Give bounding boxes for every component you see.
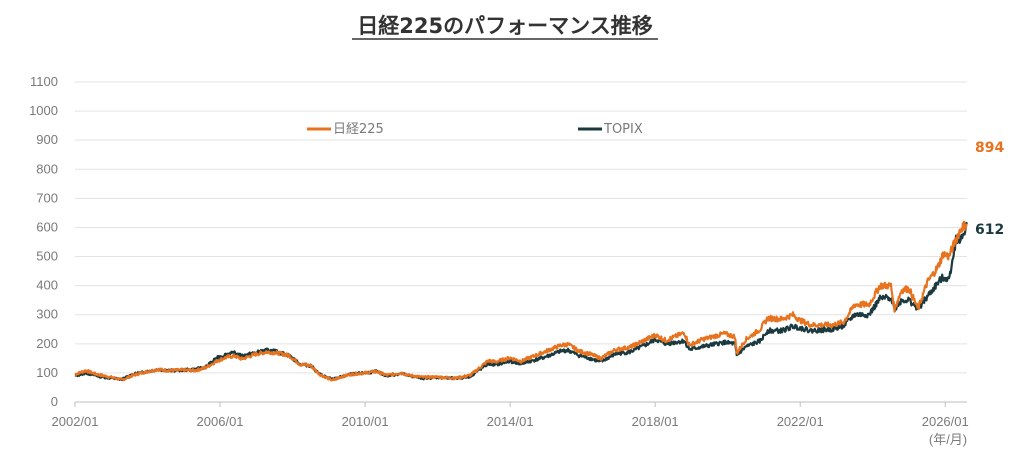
chart-title: 日経225のパフォーマンス推移 [357, 14, 652, 38]
y-axis-ticks: 0 100 200 300 400 500 600 700 800 900 1000 1100 [29, 74, 58, 409]
x-tick-label: 2014/01 [487, 414, 534, 429]
y-tick-label: 1100 [30, 74, 58, 89]
y-tick-label: 1000 [29, 103, 58, 118]
y-tick-label: 200 [36, 336, 58, 351]
series-line-topix [74, 221, 968, 382]
series-line-nikkei225 [74, 220, 968, 382]
y-tick-label: 800 [36, 161, 58, 176]
x-tick-label: 2022/01 [777, 414, 824, 429]
x-tick-label: 2010/01 [342, 414, 389, 429]
y-tick-label: 600 [36, 219, 58, 234]
y-tick-label: 0 [51, 394, 58, 409]
legend-label: TOPIX [603, 122, 643, 137]
legend: 日経225 TOPIX [307, 122, 643, 137]
x-axis-unit-label: (年/月) [929, 432, 967, 447]
x-tick-label: 2002/01 [52, 414, 99, 429]
end-labels: 894 612 [975, 140, 1004, 238]
y-tick-label: 500 [36, 249, 58, 264]
series-lines [74, 220, 968, 382]
y-tick-label: 100 [36, 365, 58, 380]
y-tick-label: 700 [36, 190, 58, 205]
y-tick-label: 900 [36, 132, 58, 147]
legend-label: 日経225 [333, 122, 384, 137]
end-value-label: 612 [975, 222, 1004, 238]
x-axis-ticks: 2002/01 2006/01 2010/01 2014/01 2018/01 2022/… [52, 402, 969, 429]
y-tick-label: 400 [36, 278, 58, 293]
end-value-label: 894 [975, 140, 1004, 156]
y-tick-label: 300 [36, 307, 58, 322]
x-tick-label: 2006/01 [197, 414, 244, 429]
x-tick-label: 2026/01 [922, 414, 969, 429]
gridlines [75, 81, 967, 374]
x-tick-label: 2018/01 [632, 414, 679, 429]
